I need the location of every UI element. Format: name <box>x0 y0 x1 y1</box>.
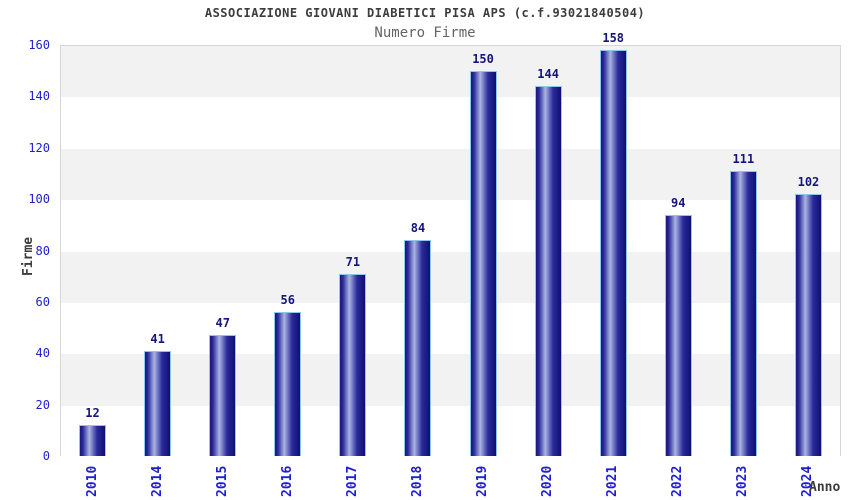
bar-value-label: 47 <box>215 316 230 331</box>
bar-2022 <box>664 214 692 456</box>
y-tick-label: 120 <box>28 140 50 155</box>
y-tick-label: 80 <box>35 243 50 258</box>
x-tick-label: 2017 <box>344 465 360 497</box>
x-tick-label: 2022 <box>670 465 686 497</box>
bar-2015 <box>209 335 237 456</box>
bar-value-label: 150 <box>472 51 494 66</box>
x-tick-label: 2010 <box>84 465 100 497</box>
bar-2017 <box>339 273 367 456</box>
x-tick-label: 2014 <box>149 465 165 497</box>
bar-2016 <box>274 312 302 456</box>
y-tick-label: 60 <box>35 294 50 309</box>
bar-2024 <box>794 193 822 456</box>
grid-band <box>61 405 840 457</box>
x-tick-label: 2019 <box>475 465 491 497</box>
y-tick-label: 160 <box>28 38 50 52</box>
y-tick-label: 0 <box>42 449 50 463</box>
grid-band <box>61 148 840 201</box>
y-tick-label: 140 <box>28 89 50 104</box>
grid-band <box>61 354 840 406</box>
bar-2014 <box>144 350 172 456</box>
bar-2019 <box>469 70 497 456</box>
bar-2010 <box>79 425 107 456</box>
bar-2023 <box>729 170 757 456</box>
y-tick-label: 40 <box>35 346 50 361</box>
plot-area <box>60 45 841 457</box>
bar-value-label: 56 <box>280 293 295 308</box>
grid-band <box>61 251 840 303</box>
bar-value-label: 41 <box>150 331 165 346</box>
bar-value-label: 111 <box>732 151 755 166</box>
bar-value-label: 94 <box>671 195 686 210</box>
x-tick-label: 2018 <box>409 465 425 497</box>
x-tick-label: 2023 <box>735 465 751 497</box>
grid-band <box>61 200 840 252</box>
chart-subtitle: Numero Firme <box>374 25 476 41</box>
grid-band <box>61 302 840 355</box>
x-tick-label: 2020 <box>540 465 556 497</box>
x-tick-label: 2016 <box>279 465 295 497</box>
bar-value-label: 84 <box>410 221 426 236</box>
bar-2021 <box>599 50 627 456</box>
y-tick-label: 20 <box>35 397 50 412</box>
bar-value-label: 71 <box>345 254 361 269</box>
bar-value-label: 12 <box>85 406 100 421</box>
chart-title: ASSOCIAZIONE GIOVANI DIABETICI PISA APS … <box>204 6 646 20</box>
x-tick-label: 2015 <box>214 465 230 497</box>
y-tick-label: 100 <box>28 192 50 207</box>
bar-value-label: 102 <box>797 174 820 189</box>
bar-value-label: 158 <box>602 31 625 46</box>
bar-2018 <box>404 240 432 456</box>
x-tick-label: 2021 <box>605 465 621 497</box>
grid-band <box>61 97 840 149</box>
grid-band <box>61 46 840 98</box>
x-axis-title: Anno <box>809 480 841 495</box>
bar-value-label: 144 <box>537 67 559 82</box>
bar-2020 <box>534 86 562 456</box>
